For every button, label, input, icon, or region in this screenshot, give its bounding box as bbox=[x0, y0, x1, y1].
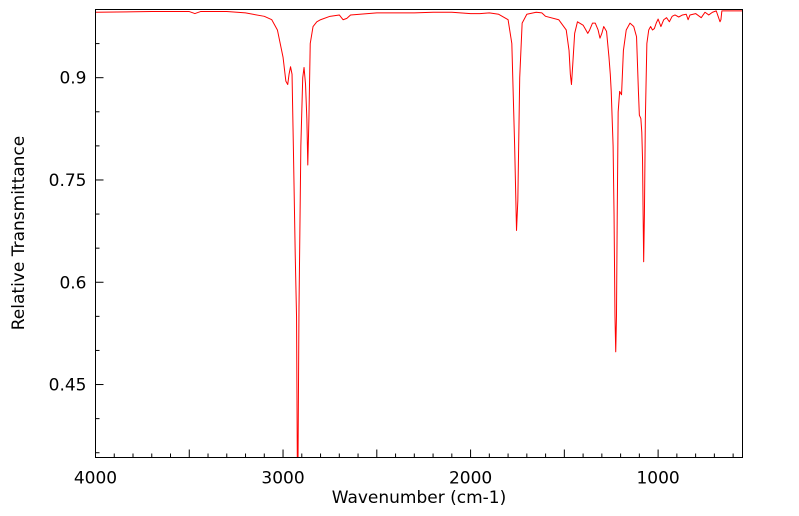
plot-frame bbox=[95, 9, 743, 458]
y-tick-label: 0.9 bbox=[59, 69, 86, 89]
x-tick-label: 3000 bbox=[261, 469, 304, 489]
y-axis-label: Relative Transmittance bbox=[9, 136, 29, 331]
x-axis-label: Wavenumber (cm-1) bbox=[332, 488, 507, 508]
y-tick-label: 0.45 bbox=[49, 376, 87, 396]
axis-ticks-layer: 4000 3000 2000 1000 0.9 0.75 0.6 0.45 bbox=[49, 43, 734, 489]
spectrum-plot-layer bbox=[95, 10, 743, 458]
spectrum-series-line-0 bbox=[95, 10, 743, 458]
y-tick-label: 0.6 bbox=[59, 273, 86, 293]
y-tick-label: 0.75 bbox=[49, 171, 87, 191]
x-tick-label: 4000 bbox=[74, 469, 117, 489]
x-tick-label: 1000 bbox=[636, 469, 679, 489]
x-tick-label: 2000 bbox=[449, 469, 492, 489]
